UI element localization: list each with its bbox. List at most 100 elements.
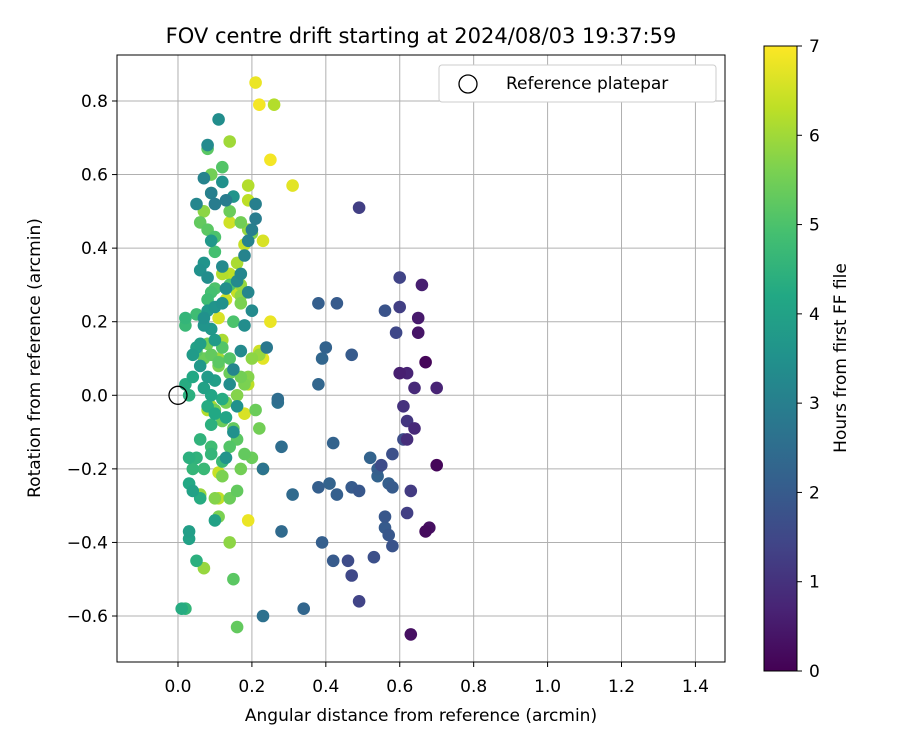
y-tick-label: 0.2 bbox=[81, 313, 108, 333]
scatter-point bbox=[241, 514, 255, 527]
colorbar-label: Hours from first FF file bbox=[831, 263, 851, 453]
scatter-point bbox=[378, 304, 392, 318]
scatter-point bbox=[430, 381, 444, 395]
scatter-point bbox=[204, 418, 218, 432]
scatter-point bbox=[397, 400, 410, 413]
scatter-point bbox=[386, 447, 399, 461]
scatter-point bbox=[201, 370, 214, 384]
scatter-point bbox=[201, 138, 214, 152]
x-tick-label: 1.0 bbox=[534, 677, 561, 697]
scatter-point bbox=[201, 271, 214, 284]
scatter-point bbox=[182, 525, 196, 538]
colorbar-tick-label: 1 bbox=[809, 573, 820, 593]
scatter-point bbox=[375, 458, 388, 472]
scatter-point bbox=[208, 514, 222, 527]
scatter-point bbox=[352, 484, 366, 498]
scatter-point bbox=[234, 267, 248, 281]
x-tick-label: 0.8 bbox=[460, 677, 487, 697]
scatter-point bbox=[227, 363, 240, 376]
scatter-point bbox=[208, 245, 222, 259]
y-tick-label: 0.4 bbox=[81, 239, 108, 259]
scatter-point bbox=[319, 341, 333, 354]
scatter-point bbox=[227, 425, 240, 439]
scatter-point bbox=[245, 352, 259, 365]
scatter-point bbox=[223, 378, 236, 391]
scatter-point bbox=[204, 186, 218, 200]
legend-box bbox=[438, 64, 717, 103]
scatter-point bbox=[249, 403, 262, 417]
scatter-point bbox=[182, 451, 196, 465]
scatter-point bbox=[286, 488, 299, 501]
scatter-point bbox=[264, 315, 277, 329]
scatter-point bbox=[216, 175, 229, 189]
scatter-point bbox=[411, 311, 425, 325]
scatter-point bbox=[190, 554, 203, 568]
scatter-point bbox=[238, 249, 251, 262]
scatter-point bbox=[216, 469, 229, 483]
scatter-point bbox=[249, 76, 262, 89]
scatter-point bbox=[352, 201, 366, 214]
scatter-point bbox=[386, 481, 399, 494]
scatter-point bbox=[363, 451, 377, 465]
scatter-point bbox=[419, 525, 432, 538]
scatter-point bbox=[230, 484, 244, 498]
scatter-point bbox=[186, 370, 200, 384]
scatter-point bbox=[315, 536, 329, 549]
scatter-point bbox=[408, 422, 421, 435]
x-tick-label: 1.2 bbox=[608, 677, 635, 697]
scatter-point bbox=[219, 411, 233, 424]
scatter-point bbox=[175, 602, 188, 615]
scatter-point bbox=[400, 433, 414, 446]
scatter-point bbox=[389, 326, 403, 340]
scatter-point bbox=[223, 352, 236, 365]
colorbar-ticks: 0 1 2 3 4 5 6 7 bbox=[797, 37, 820, 682]
scatter-point bbox=[249, 212, 262, 225]
scatter-point bbox=[193, 337, 207, 351]
scatter-point bbox=[345, 348, 359, 362]
scatter-point bbox=[256, 234, 270, 248]
scatter-point bbox=[341, 554, 355, 568]
colorbar-tick-label: 5 bbox=[809, 216, 820, 236]
scatter-point bbox=[230, 620, 244, 634]
colorbar-gradient bbox=[763, 45, 798, 672]
scatter-point bbox=[386, 539, 399, 553]
scatter-point bbox=[216, 160, 229, 174]
scatter-point bbox=[330, 297, 344, 310]
scatter-point bbox=[367, 550, 381, 564]
y-tick-label: −0.2 bbox=[67, 460, 108, 480]
scatter-point bbox=[393, 300, 407, 314]
scatter-point bbox=[260, 341, 274, 354]
scatter-point bbox=[234, 297, 248, 310]
scatter-point bbox=[186, 462, 200, 476]
legend: Reference platepar bbox=[438, 64, 717, 103]
colorbar-tick-label: 3 bbox=[809, 394, 820, 414]
x-tick-label: 0.4 bbox=[312, 677, 339, 697]
scatter-point bbox=[286, 179, 299, 192]
scatter-point bbox=[238, 447, 251, 461]
scatter-point bbox=[238, 319, 251, 332]
y-tick-label: 0.0 bbox=[81, 386, 108, 406]
scatter-point bbox=[230, 389, 244, 402]
scatter-point bbox=[208, 333, 222, 347]
scatter-point bbox=[312, 297, 325, 310]
scatter-point bbox=[249, 197, 262, 211]
scatter-point bbox=[252, 422, 266, 435]
scatter-point bbox=[204, 234, 218, 248]
scatter-point bbox=[256, 462, 270, 476]
scatter-point bbox=[227, 572, 240, 586]
scatter-point bbox=[234, 344, 248, 358]
scatter-point bbox=[419, 355, 432, 369]
scatter-point bbox=[252, 98, 266, 111]
scatter-point bbox=[393, 366, 407, 380]
scatter-point bbox=[382, 528, 396, 542]
scatter-point bbox=[326, 436, 340, 450]
scatter-point bbox=[216, 392, 229, 406]
colorbar-tick-label: 6 bbox=[809, 126, 820, 146]
colorbar-tick-label: 0 bbox=[809, 662, 820, 682]
scatter-points bbox=[175, 76, 444, 641]
scatter-point bbox=[230, 400, 244, 413]
scatter-point bbox=[223, 440, 236, 454]
colorbar: 0 1 2 3 4 5 6 7 Hours from first FF file bbox=[763, 37, 851, 682]
scatter-point bbox=[216, 260, 229, 273]
y-axis-ticks: −0.6 −0.4 −0.2 0.0 0.2 0.4 0.6 0.8 bbox=[67, 92, 117, 627]
